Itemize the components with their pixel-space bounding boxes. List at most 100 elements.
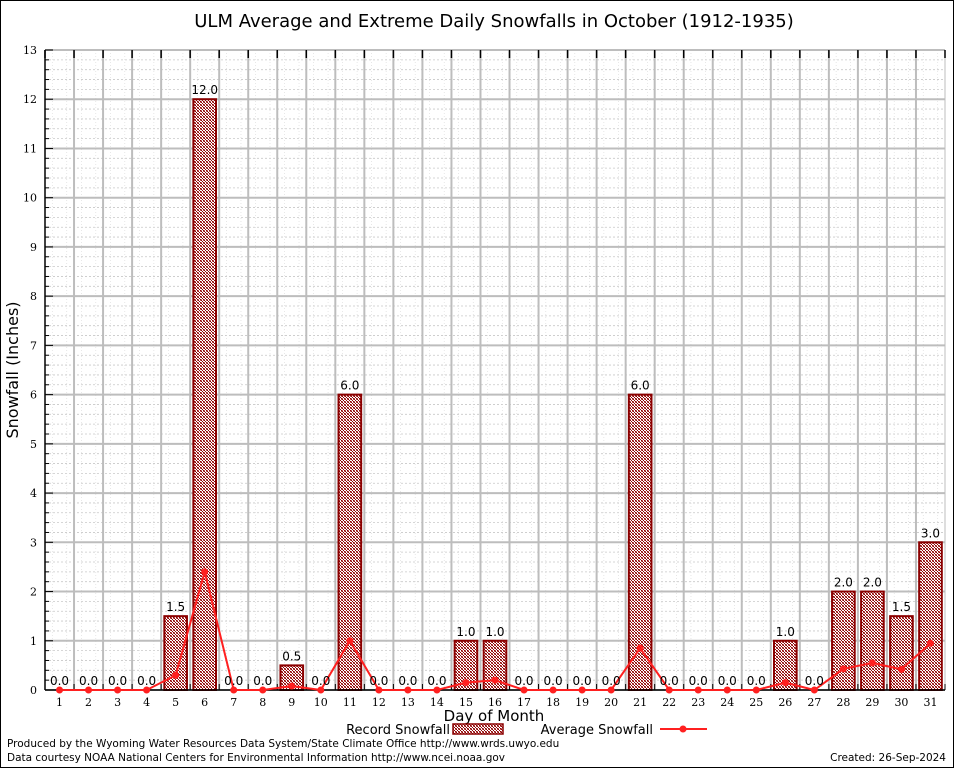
average-point-day-28 [839, 665, 847, 673]
bar-label-day-4: 0.0 [137, 674, 156, 688]
bar-label-day-14: 0.0 [427, 674, 446, 688]
average-point-day-23 [694, 686, 702, 694]
average-point-day-15 [462, 679, 470, 687]
average-point-day-19 [578, 686, 586, 694]
average-point-day-26 [781, 679, 789, 687]
x-tick-label: 31 [923, 696, 937, 709]
x-tick-label: 11 [343, 696, 357, 709]
bar-label-day-6: 12.0 [191, 83, 218, 97]
x-tick-label: 18 [546, 696, 560, 709]
y-tick-label: 4 [30, 487, 37, 500]
x-tick-label: 13 [401, 696, 415, 709]
average-point-day-20 [607, 686, 615, 694]
bar-day-30 [889, 615, 914, 692]
bar-label-day-28: 2.0 [834, 576, 853, 590]
footer-produced-by: Produced by the Wyoming Water Resources … [7, 738, 560, 750]
average-point-day-11 [346, 637, 354, 645]
average-point-day-16 [491, 676, 499, 684]
x-tick-labels: 1 2 3 4 5 6 7 8 9 10 11 12 13 14 15 16 17 18 19 20 21 22 23 24 2… [56, 696, 937, 709]
x-tick-label: 12 [372, 696, 386, 709]
average-point-day-27 [810, 686, 818, 694]
bar-label-day-1: 0.0 [50, 674, 69, 688]
x-tick-label: 15 [459, 696, 473, 709]
average-point-day-29 [868, 659, 876, 667]
bar-label-day-5: 1.5 [166, 600, 185, 614]
y-tick-label: 1 [30, 635, 37, 648]
bar-label-day-3: 0.0 [108, 674, 127, 688]
x-tick-label: 8 [259, 696, 266, 709]
bar-label-day-12: 0.0 [369, 674, 388, 688]
x-tick-label: 28 [836, 696, 850, 709]
x-tick-label: 26 [778, 696, 792, 709]
y-tick-label: 12 [23, 93, 37, 106]
y-tick-label: 0 [30, 684, 37, 697]
x-tick-label: 22 [662, 696, 676, 709]
x-tick-label: 21 [633, 696, 647, 709]
bar-labels: 0.0 0.0 0.0 0.0 1.5 12.0 0.0 0.0 0.5 0.0 6.0 0.0 0.0… [50, 83, 940, 688]
bar-label-day-15: 1.0 [456, 625, 475, 639]
x-tick-label: 5 [172, 696, 179, 709]
bar-label-day-9: 0.5 [282, 649, 301, 663]
x-tick-label: 16 [488, 696, 502, 709]
bar-label-day-7: 0.0 [224, 674, 243, 688]
average-point-day-13 [404, 686, 412, 694]
legend-record-label: Record Snowfall [346, 723, 450, 738]
grid [45, 49, 945, 691]
average-point-day-25 [752, 686, 760, 694]
average-point-day-8 [259, 686, 267, 694]
bar-label-day-22: 0.0 [660, 674, 679, 688]
x-tick-label: 27 [807, 696, 821, 709]
y-tick-label: 9 [30, 241, 37, 254]
footer-data-courtesy: Data courtesy NOAA National Centers for … [7, 752, 506, 764]
x-tick-label: 6 [201, 696, 208, 709]
y-axis-label: Snowfall (Inches) [3, 301, 22, 438]
y-tick-label: 5 [30, 438, 37, 451]
bar-day-29 [860, 590, 885, 691]
legend-average-label: Average Snowfall [541, 723, 653, 738]
bar-day-31 [918, 541, 943, 691]
average-point-day-10 [317, 686, 325, 694]
bar-label-day-20: 0.0 [602, 674, 621, 688]
average-point-day-5 [172, 671, 180, 679]
y-tick-label: 6 [30, 389, 37, 402]
average-point-day-22 [665, 686, 673, 694]
bar-label-day-25: 0.0 [747, 674, 766, 688]
axes [44, 49, 946, 691]
average-point-day-3 [114, 686, 122, 694]
bar-label-day-8: 0.0 [253, 674, 272, 688]
average-point-day-4 [143, 686, 151, 694]
bar-label-day-11: 6.0 [340, 379, 359, 393]
x-tick-label: 14 [430, 696, 444, 709]
x-tick-label: 24 [720, 696, 734, 709]
bar-label-day-16: 1.0 [485, 625, 504, 639]
x-tick-label: 4 [143, 696, 150, 709]
x-axis-label: Day of Month [444, 707, 545, 725]
average-point-day-31 [926, 639, 934, 647]
bar-label-day-19: 0.0 [573, 674, 592, 688]
average-point-day-12 [375, 686, 383, 694]
y-tick-label: 7 [30, 339, 37, 352]
x-tick-label: 30 [894, 696, 908, 709]
bar-label-day-29: 2.0 [863, 576, 882, 590]
average-point-day-14 [433, 686, 441, 694]
average-point-day-7 [230, 686, 238, 694]
x-tick-label: 20 [604, 696, 618, 709]
y-tick-label: 8 [30, 290, 37, 303]
x-tick-label: 23 [691, 696, 705, 709]
average-line [56, 567, 934, 694]
average-point-day-30 [897, 665, 905, 673]
average-point-day-17 [520, 686, 528, 694]
x-tick-label: 2 [85, 696, 92, 709]
bar-label-day-17: 0.0 [514, 674, 533, 688]
average-point-day-18 [549, 686, 557, 694]
bar-label-day-21: 6.0 [631, 379, 650, 393]
x-tick-label: 3 [114, 696, 121, 709]
footer-created: Created: 26-Sep-2024 [830, 752, 946, 764]
average-point-day-2 [85, 686, 93, 694]
average-point-day-6 [201, 568, 209, 576]
legend-average-marker [679, 725, 687, 733]
average-point-day-21 [636, 644, 644, 652]
bar-label-day-10: 0.0 [311, 674, 330, 688]
y-tick-label: 13 [23, 44, 37, 57]
